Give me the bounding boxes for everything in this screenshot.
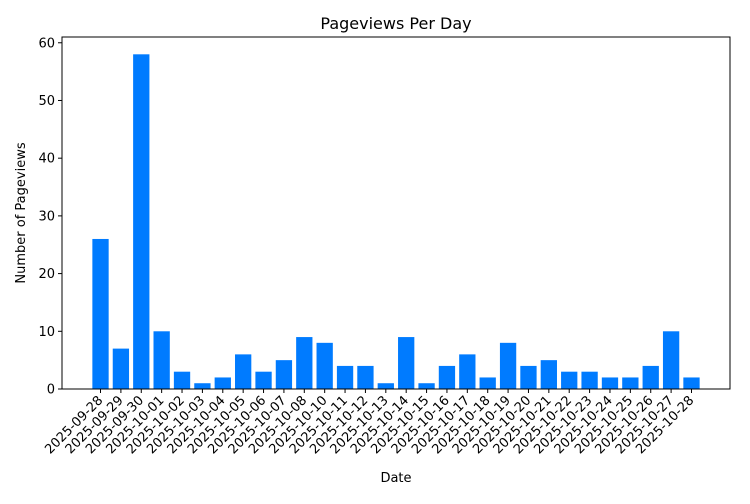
chart-title: Pageviews Per Day	[320, 14, 471, 33]
bar	[255, 371, 272, 389]
bar	[153, 331, 170, 389]
bar	[561, 371, 578, 389]
bar	[275, 360, 293, 389]
y-tick-label: 50	[38, 94, 55, 109]
bar	[520, 365, 537, 389]
y-tick-label: 10	[38, 325, 55, 340]
bar	[662, 331, 680, 389]
bar	[357, 365, 374, 389]
bar	[683, 377, 700, 389]
bar	[642, 365, 659, 389]
bar	[479, 377, 496, 389]
bar	[133, 54, 150, 390]
plot-frame	[61, 36, 731, 390]
bar	[336, 365, 354, 389]
bar	[194, 383, 211, 389]
y-tick-label: 60	[38, 36, 55, 51]
y-tick-label: 30	[38, 209, 55, 224]
bar	[459, 354, 476, 389]
y-tick-label: 40	[38, 152, 55, 167]
bar	[418, 383, 435, 389]
bar	[173, 371, 191, 389]
bar	[316, 342, 333, 389]
x-axis-label: Date	[380, 471, 411, 486]
bar	[296, 337, 313, 389]
bar	[235, 354, 252, 389]
bar	[438, 365, 456, 389]
bar	[112, 348, 130, 389]
y-tick-label: 0	[47, 383, 55, 398]
bar	[540, 360, 557, 389]
bar	[398, 337, 415, 389]
y-axis-label: Number of Pageviews	[14, 142, 29, 283]
bar	[92, 238, 109, 389]
y-tick-label: 20	[38, 267, 55, 282]
bar	[377, 383, 394, 389]
bar	[499, 342, 517, 389]
bar	[622, 377, 639, 389]
bar	[581, 371, 598, 389]
bar	[214, 377, 231, 389]
bar	[601, 377, 619, 389]
